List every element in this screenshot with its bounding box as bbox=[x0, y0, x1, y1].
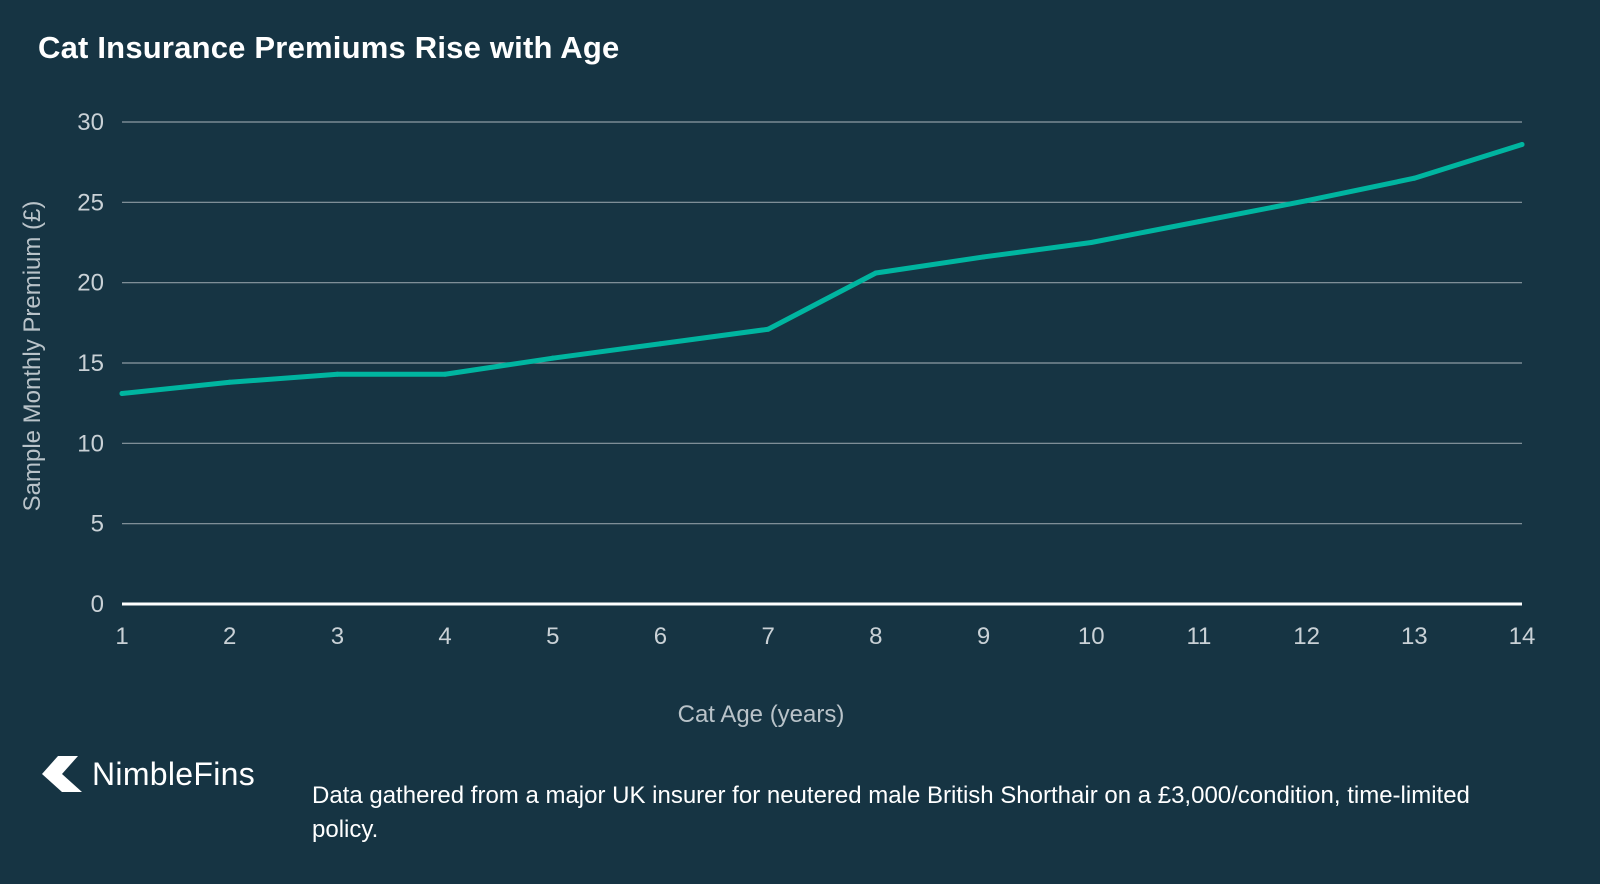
x-tick-label: 13 bbox=[1401, 623, 1428, 650]
y-tick-label: 15 bbox=[77, 350, 104, 377]
data-point-age-9 bbox=[981, 254, 987, 260]
y-tick-label: 30 bbox=[77, 109, 104, 136]
data-point-age-2 bbox=[227, 379, 233, 385]
y-tick-label: 5 bbox=[91, 511, 104, 538]
x-axis-title: Cat Age (years) bbox=[678, 701, 845, 728]
data-source-note: Data gathered from a major UK insurer fo… bbox=[312, 782, 1470, 843]
x-tick-label: 8 bbox=[869, 623, 882, 650]
x-tick-label: 9 bbox=[977, 623, 990, 650]
x-tick-label: 5 bbox=[546, 623, 559, 650]
x-tick-label: 12 bbox=[1293, 623, 1320, 650]
x-tick-label: 11 bbox=[1186, 623, 1211, 650]
data-point-age-12 bbox=[1304, 198, 1310, 204]
y-tick-label: 0 bbox=[91, 591, 104, 618]
brand-name: NimbleFins bbox=[92, 755, 256, 792]
data-point-age-5 bbox=[550, 355, 556, 361]
x-tick-label: 10 bbox=[1078, 623, 1105, 650]
x-tick-label: 3 bbox=[331, 623, 344, 650]
data-point-age-4 bbox=[442, 371, 448, 377]
grid-lines bbox=[122, 121, 1522, 525]
brand-logo: NimbleFins bbox=[38, 754, 255, 794]
data-point-age-3 bbox=[334, 371, 340, 377]
data-point-age-13 bbox=[1411, 175, 1417, 181]
data-point-age-6 bbox=[657, 341, 663, 347]
x-tick-label: 14 bbox=[1509, 623, 1536, 650]
y-axis-ticks: 0 5 10 15 20 25 30 bbox=[77, 109, 104, 618]
y-tick-label: 10 bbox=[77, 430, 104, 457]
data-point-age-10 bbox=[1088, 240, 1094, 245]
y-tick-label: 25 bbox=[77, 189, 104, 216]
x-tick-label: 7 bbox=[761, 623, 774, 650]
x-tick-label: 6 bbox=[654, 623, 667, 650]
x-tick-label: 2 bbox=[223, 623, 236, 650]
x-axis-ticks: 1 2 3 4 5 6 7 8 9 10 11 12 13 14 bbox=[115, 623, 1535, 650]
data-points bbox=[119, 141, 1525, 397]
y-tick-label: 20 bbox=[77, 270, 104, 297]
data-point-age-11 bbox=[1196, 219, 1202, 225]
data-point-age-8 bbox=[873, 270, 879, 276]
chart-title: Cat Insurance Premiums Rise with Age bbox=[38, 30, 620, 65]
series-line-premium bbox=[119, 141, 1525, 397]
data-point-age-1 bbox=[119, 391, 125, 397]
x-tick-label: 1 bbox=[115, 623, 128, 650]
y-axis-title: Sample Monthly Premium (£) bbox=[19, 201, 46, 512]
chevron-left-icon bbox=[42, 756, 82, 792]
data-point-age-14 bbox=[1519, 141, 1525, 147]
x-tick-label: 4 bbox=[438, 623, 451, 650]
data-point-age-7 bbox=[765, 326, 771, 332]
